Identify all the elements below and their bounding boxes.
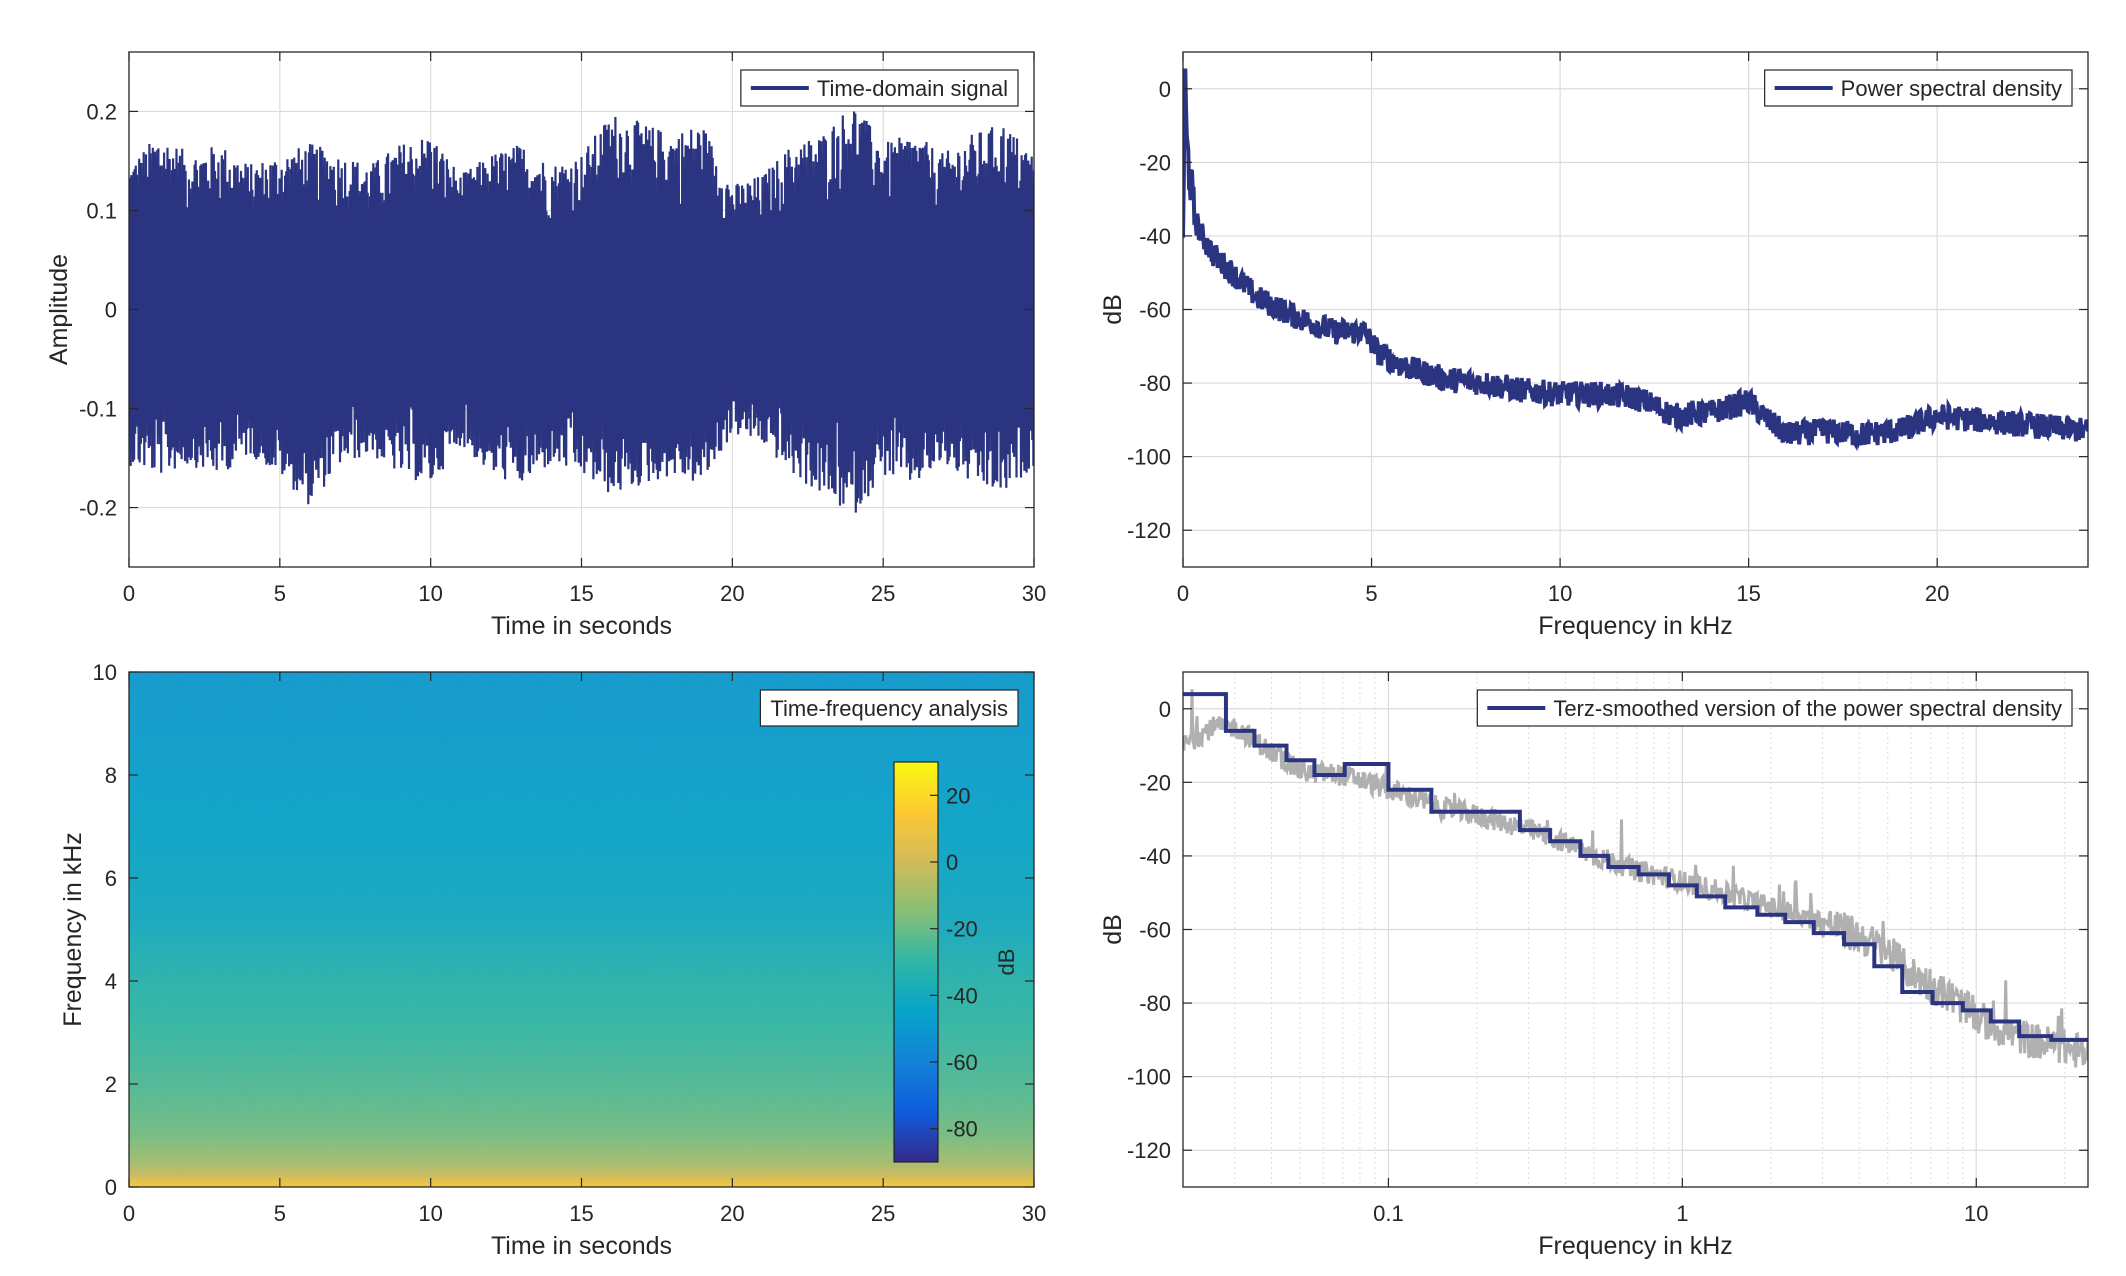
legend-label: Power spectral density <box>1841 76 2062 101</box>
y-tick-label: 0 <box>105 298 117 323</box>
colorbar-tick-label: -20 <box>946 917 978 942</box>
y-tick-label: -0.1 <box>79 397 117 422</box>
colorbar-bar <box>893 761 939 1163</box>
legend: Power spectral density <box>1764 69 2073 107</box>
y-tick-label: 0 <box>1159 77 1171 102</box>
x-tick-label: 5 <box>1365 581 1377 606</box>
x-tick-label: 0 <box>123 1201 135 1226</box>
x-tick-label: 10 <box>418 581 442 606</box>
y-tick-label: -40 <box>1139 844 1171 869</box>
y-tick-label: 0.1 <box>86 198 117 223</box>
y-tick-label: 4 <box>105 969 117 994</box>
psd-group <box>1183 68 2088 452</box>
colorbar-tick-label: 0 <box>946 850 958 875</box>
y-axis-label: Amplitude <box>45 254 73 365</box>
y-tick-label: 0 <box>105 1175 117 1200</box>
colorbar-label: dB <box>994 949 1019 976</box>
legend: Time-domain signal <box>740 69 1019 107</box>
legend-box <box>759 689 1019 727</box>
y-tick-label: -120 <box>1127 1138 1171 1163</box>
x-axis-label: Time in seconds <box>491 612 672 640</box>
legend: Terz-smoothed version of the power spect… <box>1476 689 2073 727</box>
y-tick-label: -40 <box>1139 224 1171 249</box>
x-axis-label: Frequency in kHz <box>1538 612 1733 640</box>
colorbar: -80 -60 -40 -20 0 20 dB <box>893 761 1019 1163</box>
y-tick-label: 8 <box>105 763 117 788</box>
y-tick-label: -20 <box>1139 150 1171 175</box>
y-tick-label: 0.2 <box>86 99 117 124</box>
y-tick-label: -60 <box>1139 298 1171 323</box>
signal-group <box>129 111 1034 513</box>
y-tick-label: 2 <box>105 1072 117 1097</box>
colorbar-tick-label: 20 <box>946 783 970 808</box>
colorbar-tick-label: -80 <box>946 1117 978 1142</box>
x-tick-label: 25 <box>871 581 895 606</box>
y-axis-label: Frequency in kHz <box>59 832 87 1027</box>
y-tick-label: -100 <box>1127 445 1171 470</box>
axes-time-signal: 0 5 10 15 20 25 30 -0.2 -0.1 0 0.1 0.2 Time in secon… <box>45 51 1046 640</box>
y-tick-label: -80 <box>1139 371 1171 396</box>
terz-step-line <box>1183 692 2088 1042</box>
y-tick-label: 6 <box>105 866 117 891</box>
x-tick-label: 10 <box>418 1201 442 1226</box>
y-tick-label: -120 <box>1127 518 1171 543</box>
x-axis-label: Frequency in kHz <box>1538 1232 1733 1260</box>
y-axis-label: dB <box>1099 294 1127 325</box>
x-tick-label: 15 <box>569 1201 593 1226</box>
x-tick-label: 0 <box>1177 581 1189 606</box>
x-tick-label: 20 <box>1925 581 1949 606</box>
x-tick-label: 30 <box>1022 581 1046 606</box>
raw-psd-line <box>1183 689 2088 1068</box>
y-tick-label: 10 <box>93 660 117 685</box>
x-tick-label: 30 <box>1022 1201 1046 1226</box>
colorbar-tick-label: -40 <box>946 983 978 1008</box>
y-tick-label: -100 <box>1127 1065 1171 1090</box>
axes-psd: 0 5 10 15 20 -120 -100 -80 -60 -40 -20 0 Frequency i… <box>1099 51 2089 640</box>
axes-terz-psd: 0.1 1 10 -120 -100 -80 -60 -40 -20 0 Frequency in … <box>1099 671 2089 1260</box>
x-tick-label: 10 <box>1548 581 1572 606</box>
legend-label: Time-frequency analysis <box>770 696 1008 721</box>
x-tick-label: 20 <box>720 1201 744 1226</box>
colorbar-tick-label: -60 <box>946 1050 978 1075</box>
x-tick-label: 1 <box>1676 1201 1688 1226</box>
x-tick-label: 15 <box>1736 581 1760 606</box>
axes-spectrogram: 0 5 10 15 20 25 30 0 2 4 6 8 10 Time in seconds Freque… <box>59 660 1046 1260</box>
y-tick-label: -0.2 <box>79 496 117 521</box>
x-axis-label: Time in seconds <box>491 1232 672 1260</box>
signal-line <box>129 111 1034 513</box>
x-tick-label: 5 <box>274 581 286 606</box>
y-axis-label: dB <box>1099 914 1127 945</box>
y-tick-label: -80 <box>1139 991 1171 1016</box>
legend-box <box>1476 689 2073 727</box>
y-tick-label: -60 <box>1139 918 1171 943</box>
legend-label: Terz-smoothed version of the power spect… <box>1553 696 2062 721</box>
x-tick-label: 15 <box>569 581 593 606</box>
legend-label: Time-domain signal <box>817 76 1008 101</box>
x-tick-label: 0.1 <box>1373 1201 1404 1226</box>
x-tick-label: 10 <box>1964 1201 1988 1226</box>
x-tick-label: 0 <box>123 581 135 606</box>
x-tick-label: 20 <box>720 581 744 606</box>
y-tick-label: -20 <box>1139 770 1171 795</box>
spectrogram-speckle <box>129 672 1034 1187</box>
y-tick-label: 0 <box>1159 697 1171 722</box>
x-tick-label: 25 <box>871 1201 895 1226</box>
x-tick-label: 5 <box>274 1201 286 1226</box>
legend: Time-frequency analysis <box>759 689 1019 727</box>
psd-line <box>1183 68 2088 452</box>
terz-group <box>1183 689 2088 1068</box>
